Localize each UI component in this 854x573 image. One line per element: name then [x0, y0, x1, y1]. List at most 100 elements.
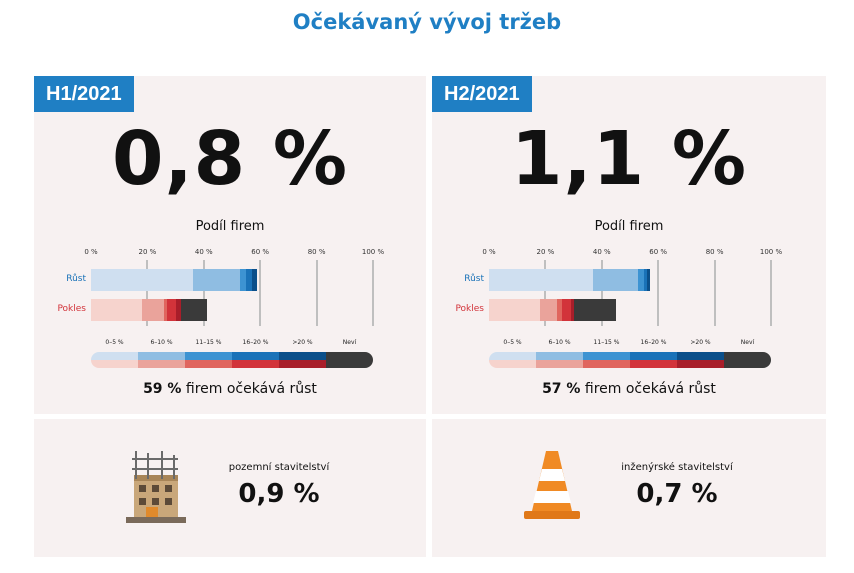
gridline: [372, 260, 374, 326]
bar-segment: [489, 269, 594, 291]
sector-label: inženýrské stavitelství: [621, 462, 733, 473]
sector-label: pozemní stavitelství: [228, 462, 330, 473]
legend-swatch: [489, 360, 536, 368]
panel-h2: H2/2021 1,1 % Podíl firem 57 % firem oče…: [432, 76, 826, 414]
sector-value: 0,9 %: [238, 479, 320, 509]
forecast-value: 0,8 %: [112, 116, 348, 202]
bar-segment: [181, 299, 207, 321]
gridline: [600, 260, 603, 326]
forecast-value: 1,1 %: [511, 116, 747, 202]
legend-swatch: [185, 352, 232, 360]
legend-label: 11–15 %: [593, 339, 620, 346]
bar-segment: [539, 299, 557, 321]
legend-label: 0–5 %: [105, 339, 124, 346]
chart-title: Podíl firem: [195, 219, 265, 234]
legend-label: 6–10 %: [548, 339, 571, 346]
axis-tick-label: 100 %: [759, 248, 783, 256]
legend-swatch: [279, 360, 326, 368]
legend-label: >20 %: [292, 339, 313, 346]
bar-segment: [141, 299, 165, 321]
legend-swatch: [583, 352, 630, 360]
gridline: [770, 260, 772, 326]
period-tag: H1/2021: [34, 76, 134, 112]
bar-segment: [556, 299, 563, 321]
bar-segment: [240, 269, 247, 291]
bar-segment: [246, 269, 252, 291]
legend-swatch: [232, 360, 279, 368]
legend-swatch: [536, 352, 583, 360]
bar-segment: [192, 269, 241, 291]
bar-segment: [167, 299, 176, 321]
summary-text: 57 % firem očekává růst: [432, 381, 826, 397]
axis-tick-label: 80 %: [307, 248, 326, 256]
summary-percent: 59 %: [143, 381, 182, 397]
legend-swatch: [677, 360, 724, 368]
panel-h1: H1/2021 0,8 % Podíl firem 59 % firem oče…: [34, 76, 426, 414]
gridline: [315, 260, 318, 326]
summary-text: 59 % firem očekává růst: [34, 381, 426, 397]
row-label-growth: Růst: [464, 274, 484, 284]
row-label-decline: Pokles: [455, 304, 484, 314]
legend-swatch: [489, 352, 536, 360]
legend-label: Neví: [740, 339, 755, 346]
legend-swatch: [326, 352, 373, 368]
traffic-cone-icon: [524, 451, 580, 519]
legend-swatch: [185, 360, 232, 368]
legend-label: Neví: [342, 339, 357, 346]
row-label-growth: Růst: [66, 274, 86, 284]
bar-segment: [489, 299, 540, 321]
summary-rest: firem očekává růst: [181, 381, 317, 397]
gridline: [657, 260, 660, 326]
bar-segment: [91, 269, 193, 291]
bar-segment: [573, 299, 616, 321]
legend-swatch: [536, 360, 583, 368]
legend-swatch: [630, 352, 677, 360]
sector-value: 0,7 %: [636, 479, 718, 509]
legend-swatch: [138, 352, 185, 360]
axis-tick-label: 40 %: [194, 248, 213, 256]
axis-tick-label: 60 %: [649, 248, 668, 256]
page-title: Očekávaný vývoj tržeb: [292, 10, 562, 34]
legend-swatch: [232, 352, 279, 360]
legend-swatch: [91, 352, 138, 360]
bar-segment: [164, 299, 168, 321]
period-tag: H2/2021: [432, 76, 532, 112]
legend-label: 16–20 %: [640, 339, 667, 346]
row-label-decline: Pokles: [57, 304, 86, 314]
bar-segment: [175, 299, 182, 321]
bar-segment: [570, 299, 574, 321]
axis-tick-label: 80 %: [705, 248, 724, 256]
legend-label: 6–10 %: [150, 339, 173, 346]
gridline: [713, 260, 716, 326]
axis-tick-label: 40 %: [592, 248, 611, 256]
legend-swatch: [630, 360, 677, 368]
chart-title: Podíl firem: [594, 219, 664, 234]
axis-tick-label: 0 %: [482, 248, 496, 256]
legend-swatch: [91, 360, 138, 368]
building-construction-icon: [126, 451, 186, 523]
legend-label: 11–15 %: [195, 339, 222, 346]
gridline: [146, 260, 149, 326]
legend-swatch: [138, 360, 185, 368]
legend-swatch: [724, 352, 771, 368]
bar-segment: [593, 269, 639, 291]
gridline: [259, 260, 262, 326]
bar-segment: [91, 299, 142, 321]
bar-segment: [251, 269, 258, 291]
legend-label: 16–20 %: [242, 339, 269, 346]
gridline: [544, 260, 547, 326]
legend-label: >20 %: [690, 339, 711, 346]
sector-panel-building: pozemní stavitelství 0,9 %: [34, 419, 426, 557]
axis-tick-label: 60 %: [251, 248, 270, 256]
gridline: [202, 260, 205, 326]
legend-swatch: [583, 360, 630, 368]
sector-panel-civil: inženýrské stavitelství 0,7 %: [432, 419, 826, 557]
bar-segment: [638, 269, 645, 291]
legend-swatch: [279, 352, 326, 360]
bar-segment: [644, 269, 647, 291]
axis-tick-label: 20 %: [536, 248, 555, 256]
bar-segment: [646, 269, 650, 291]
bar-segment: [562, 299, 571, 321]
axis-tick-label: 0 %: [84, 248, 98, 256]
legend-label: 0–5 %: [503, 339, 522, 346]
